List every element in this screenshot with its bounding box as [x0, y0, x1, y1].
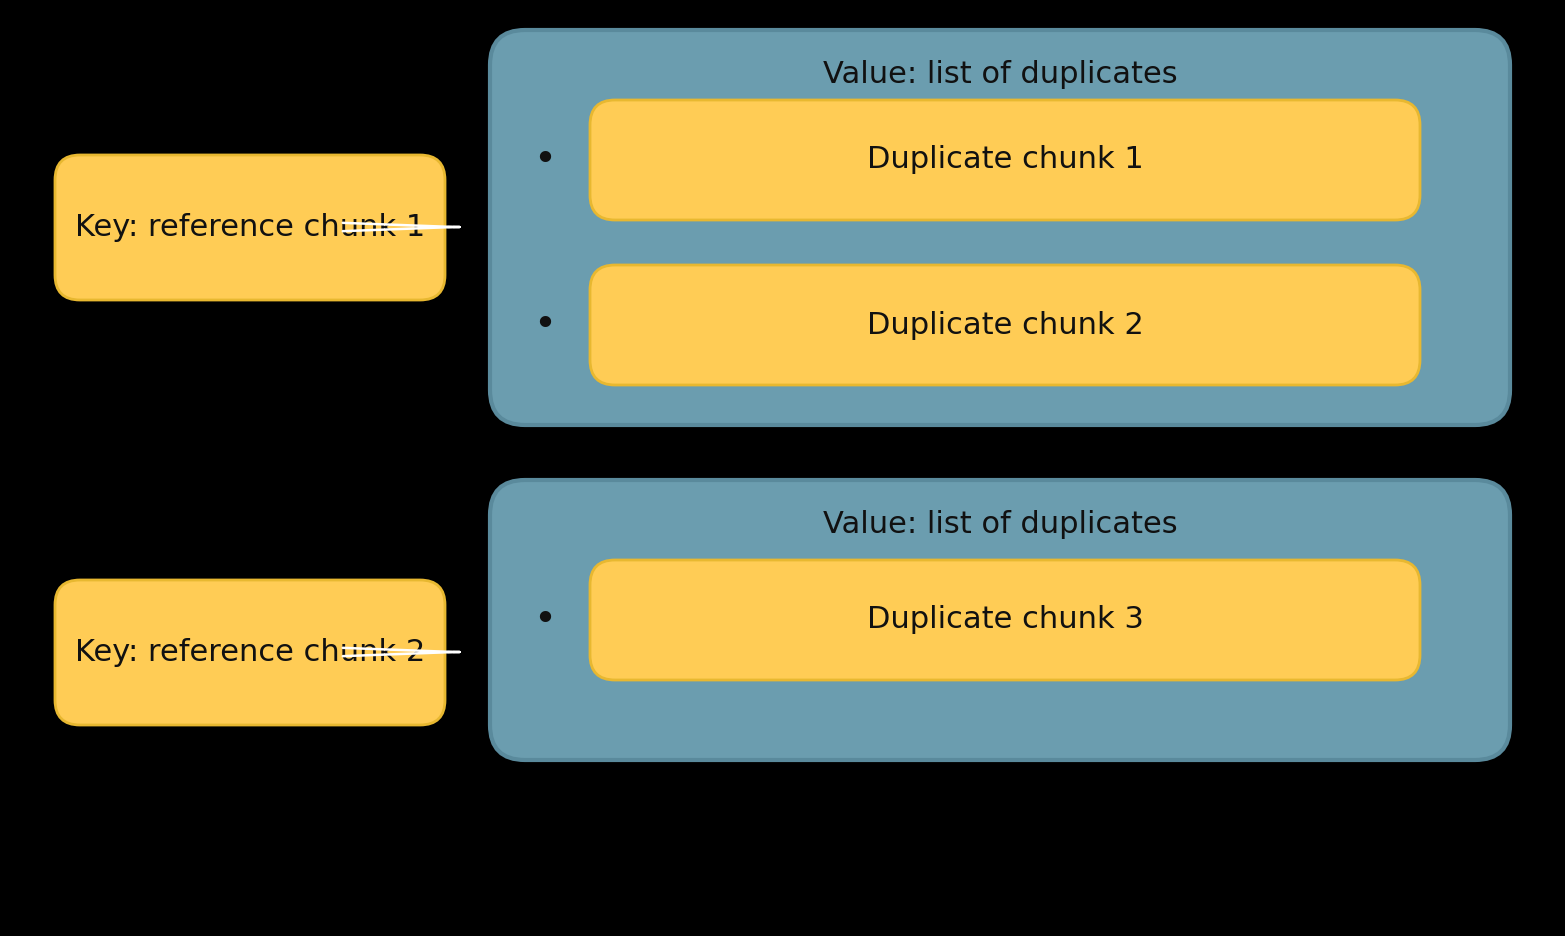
Text: •: •: [534, 306, 557, 344]
FancyBboxPatch shape: [590, 100, 1419, 220]
Text: •: •: [534, 141, 557, 179]
Text: Value: list of duplicates: Value: list of duplicates: [823, 60, 1177, 89]
Text: •: •: [534, 601, 557, 639]
FancyBboxPatch shape: [490, 30, 1510, 425]
Text: Value: list of duplicates: Value: list of duplicates: [823, 510, 1177, 539]
FancyBboxPatch shape: [55, 580, 444, 725]
FancyBboxPatch shape: [55, 155, 444, 300]
Text: Duplicate chunk 2: Duplicate chunk 2: [867, 311, 1144, 340]
Text: Duplicate chunk 1: Duplicate chunk 1: [867, 145, 1144, 174]
Text: Duplicate chunk 3: Duplicate chunk 3: [867, 606, 1144, 635]
Text: Key: reference chunk 2: Key: reference chunk 2: [75, 638, 426, 667]
FancyBboxPatch shape: [490, 480, 1510, 760]
FancyBboxPatch shape: [590, 265, 1419, 385]
Text: Key: reference chunk 1: Key: reference chunk 1: [75, 213, 426, 242]
FancyBboxPatch shape: [590, 560, 1419, 680]
